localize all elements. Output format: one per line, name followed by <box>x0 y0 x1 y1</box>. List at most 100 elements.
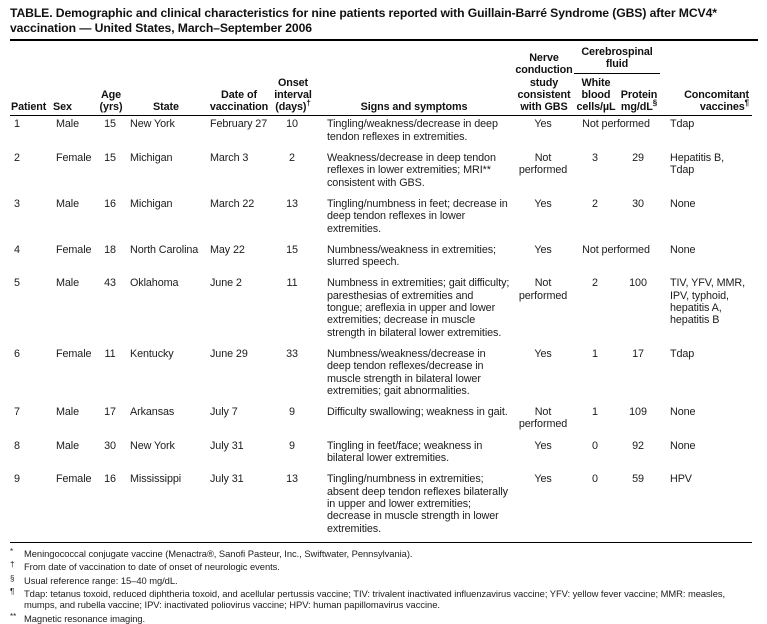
col-header-date: Date of vaccination <box>206 42 272 117</box>
cell-date: March 22 <box>210 197 255 210</box>
cell-onset: 11 <box>286 277 298 290</box>
cell-csf-not-performed: Not performed <box>582 118 650 131</box>
cell-nerve: Yes <box>534 473 552 486</box>
patient-row-9: 9 Female 16 Mississippi July 31 13 Tingling/nu… <box>10 471 752 542</box>
cell-protein: 59 <box>632 473 644 486</box>
cell-sex: Female <box>56 347 92 360</box>
col-header-state: State <box>126 42 206 117</box>
patient-row-2: 2 Female 15 Michigan March 3 2 Weakness/decrea… <box>10 150 752 196</box>
cell-patient: 9 <box>14 473 20 486</box>
cell-signs: Difficulty swallowing; weakness in gait. <box>327 406 508 419</box>
col-header-vaccines: Concomitant vaccines¶ <box>660 42 752 117</box>
patient-row-6: 6 Female 11 Kentucky June 29 33 Numbness/weakn… <box>10 346 752 404</box>
cell-patient: 3 <box>14 197 20 210</box>
footnote-text: From date of vaccination to date of onse… <box>24 561 280 573</box>
cell-nerve: Yes <box>534 118 552 131</box>
cell-nerve: Not performed <box>518 152 568 177</box>
patient-row-7: 7 Male 17 Arkansas July 7 9 Difficulty swallow… <box>10 404 752 438</box>
cell-state: Mississippi <box>130 473 182 486</box>
cell-vaccines: None <box>670 406 696 419</box>
patient-row-3: 3 Male 16 Michigan March 22 13 Tingling/numbne… <box>10 196 752 242</box>
col-header-nerve: Nerve conduction study consistent with GBS <box>514 42 574 117</box>
demographics-table: Patient Sex Age (yrs) State Date of vaccinatio… <box>10 42 752 543</box>
cell-vaccines: None <box>670 439 696 452</box>
col-header-onset: Onset interval (days)† <box>272 42 314 117</box>
cell-signs: Tingling/weakness/decrease in deep tendo… <box>327 118 498 143</box>
cell-onset: 15 <box>286 243 298 256</box>
cell-state: North Carolina <box>130 243 199 256</box>
cell-patient: 7 <box>14 406 20 419</box>
cell-patient: 5 <box>14 277 20 290</box>
cell-age: 16 <box>104 197 116 210</box>
cell-patient: 8 <box>14 439 20 452</box>
cell-state: Arkansas <box>130 406 175 419</box>
cell-signs: Tingling in feet/face; weakness in bilat… <box>327 439 483 465</box>
cell-signs: Numbness/weakness in extremities; slurre… <box>327 243 496 269</box>
cell-sex: Male <box>56 439 80 452</box>
cell-onset: 10 <box>286 118 298 131</box>
col-header-age: Age (yrs) <box>96 42 126 117</box>
cell-sex: Female <box>56 243 92 256</box>
col-header-patient: Patient <box>10 42 52 117</box>
cell-sex: Male <box>56 197 80 210</box>
cell-sex: Male <box>56 277 80 290</box>
footnote-text: Usual reference range: 15–40 mg/dL. <box>24 574 178 586</box>
cell-date: July 31 <box>210 439 244 452</box>
cell-protein: 17 <box>632 347 644 360</box>
cell-nerve: Yes <box>534 347 552 360</box>
patient-row-4: 4 Female 18 North Carolina May 22 15 Numbness/… <box>10 242 752 276</box>
cell-date: February 27 <box>210 118 268 131</box>
cell-wbc: 2 <box>592 277 598 290</box>
cell-protein: 29 <box>632 152 644 165</box>
cell-nerve: Yes <box>534 439 552 452</box>
cell-onset: 2 <box>289 152 295 165</box>
cell-sex: Female <box>56 152 92 165</box>
cell-onset: 9 <box>289 406 295 419</box>
cell-age: 30 <box>104 439 116 452</box>
cell-signs: Numbness in extremities; gait difficulty… <box>327 277 510 339</box>
cell-nerve: Not performed <box>518 277 568 302</box>
table-body: 1 Male 15 New York February 27 10 Tingling/wea… <box>10 116 752 542</box>
cell-sex: Female <box>56 473 92 486</box>
patient-row-5: 5 Male 43 Oklahoma June 2 11 Numbness in extre… <box>10 275 752 345</box>
table-title: TABLE. Demographic and clinical characte… <box>10 6 758 41</box>
cell-state: Kentucky <box>130 347 174 360</box>
cell-date: July 31 <box>210 473 244 486</box>
cell-age: 18 <box>104 243 116 256</box>
cell-date: June 2 <box>210 277 242 290</box>
cell-date: March 3 <box>210 152 249 165</box>
cell-state: New York <box>130 439 175 452</box>
cell-sex: Male <box>56 118 80 131</box>
cell-age: 16 <box>104 473 116 486</box>
cell-onset: 33 <box>286 347 298 360</box>
cell-sex: Male <box>56 406 80 419</box>
cell-patient: 1 <box>14 118 20 131</box>
cell-patient: 6 <box>14 347 20 360</box>
cell-wbc: 3 <box>592 152 598 165</box>
cell-wbc: 1 <box>592 406 598 419</box>
footnote-marker: § <box>10 573 15 583</box>
col-header-sex: Sex <box>52 42 96 117</box>
cell-age: 15 <box>104 118 116 131</box>
cell-vaccines: Tdap <box>670 118 695 131</box>
footnotes: * Meningococcal conjugate vaccine (Menact… <box>10 546 755 624</box>
footnote-text: Magnetic resonance imaging. <box>24 612 146 624</box>
cell-age: 17 <box>104 406 116 419</box>
cell-vaccines: Hepatitis B, Tdap <box>670 152 725 177</box>
cell-state: Michigan <box>130 152 173 165</box>
footnote-text: Tdap: tetanus toxoid, reduced diphtheria… <box>24 588 726 611</box>
cell-nerve: Not performed <box>518 406 568 431</box>
cell-wbc: 2 <box>592 197 598 210</box>
cell-onset: 13 <box>286 473 298 486</box>
cell-vaccines: TIV, YFV, MMR, IPV, typhoid, hepatitis A… <box>670 277 746 327</box>
cell-signs: Numbness/weakness/decrease in deep tendo… <box>327 347 486 397</box>
cell-protein: 100 <box>629 277 647 290</box>
cell-wbc: 0 <box>592 473 598 486</box>
cell-date: May 22 <box>210 243 245 256</box>
cell-vaccines: None <box>670 197 696 210</box>
footnote-vaccine: * Meningococcal conjugate vaccine (Menact… <box>10 546 755 559</box>
table-header: Patient Sex Age (yrs) State Date of vaccinatio… <box>10 42 752 117</box>
col-group-csf: Cerebrospinal fluid <box>574 42 660 74</box>
cell-vaccines: HPV <box>670 473 692 486</box>
